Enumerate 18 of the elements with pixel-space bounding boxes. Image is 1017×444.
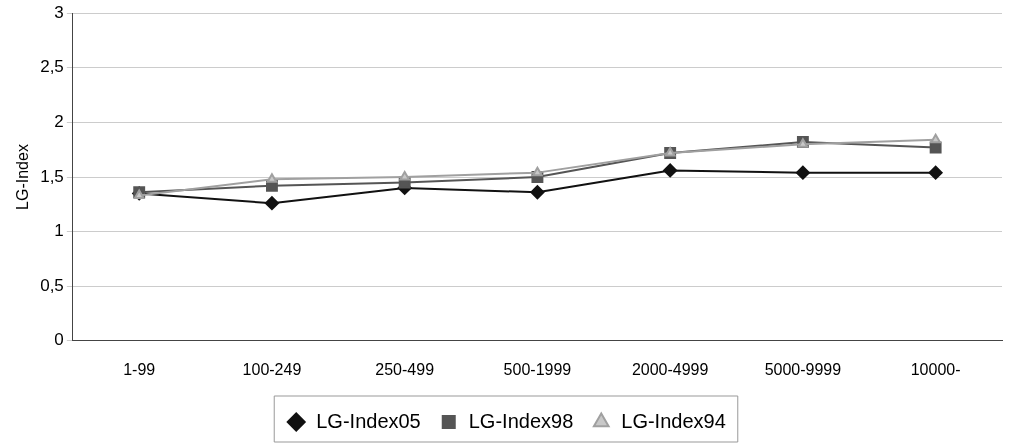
- y-tick-label: 3: [54, 2, 64, 22]
- legend-label: LG-Index05: [316, 409, 421, 432]
- x-tick-label: 2000-4999: [631, 360, 709, 378]
- legend-label: LG-Index94: [621, 409, 726, 432]
- x-tick-label: 1-99: [123, 360, 156, 378]
- x-tick-label: 500-1999: [503, 360, 572, 378]
- legend-label: LG-Index98: [468, 409, 574, 432]
- y-tick-label: 0: [54, 330, 64, 350]
- x-tick-label: 10000-: [910, 360, 961, 378]
- x-tick-label: 100-249: [242, 360, 302, 378]
- y-tick-label: 2,5: [40, 57, 64, 77]
- y-tick-label: 2: [54, 112, 64, 132]
- x-tick-label: 250-499: [375, 360, 435, 378]
- y-tick-label: 1: [54, 221, 64, 241]
- y-tick-label: 1,5: [40, 166, 64, 186]
- y-axis-title: LG-Index: [14, 144, 32, 210]
- x-tick-label: 5000-9999: [764, 360, 842, 378]
- y-tick-label: 0,5: [40, 275, 64, 295]
